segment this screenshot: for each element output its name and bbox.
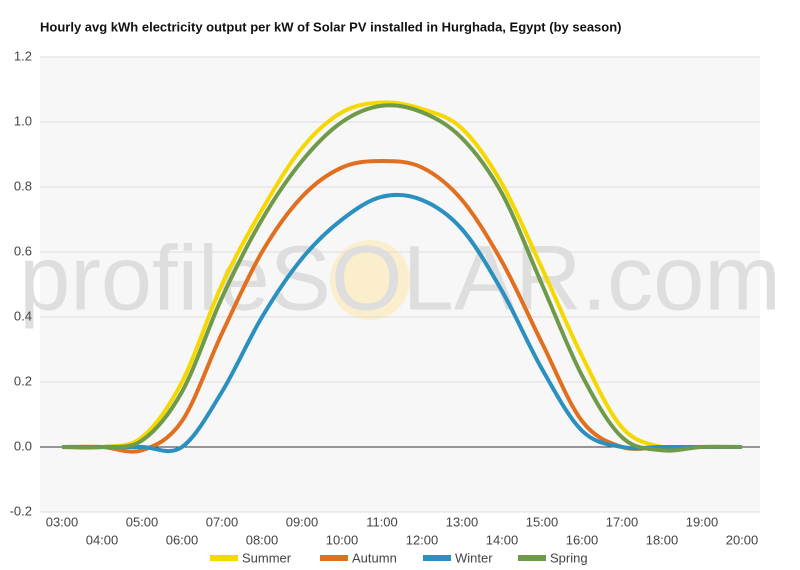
legend-swatch bbox=[518, 555, 546, 561]
legend-label: Autumn bbox=[352, 550, 397, 565]
legend-label: Winter bbox=[455, 550, 493, 565]
x-tick-label: 03:00 bbox=[46, 514, 79, 529]
x-tick-label: 16:00 bbox=[566, 532, 599, 547]
legend-swatch bbox=[210, 555, 238, 561]
y-tick-label: 1.0 bbox=[14, 113, 32, 128]
y-tick-label: 0.6 bbox=[14, 243, 32, 258]
x-tick-label: 04:00 bbox=[86, 532, 119, 547]
legend-label: Spring bbox=[550, 550, 588, 565]
watermark: profileSOLAR.com bbox=[19, 227, 781, 329]
x-tick-label: 13:00 bbox=[446, 514, 479, 529]
series-line bbox=[61, 103, 743, 453]
legend-swatch bbox=[423, 555, 451, 561]
x-tick-label: 06:00 bbox=[166, 532, 199, 547]
legend-swatch bbox=[320, 555, 348, 561]
x-tick-label: 07:00 bbox=[206, 514, 239, 529]
watermark-sun bbox=[330, 240, 410, 320]
series-line bbox=[61, 100, 742, 451]
legend-label: Summer bbox=[242, 550, 292, 565]
x-tick-label: 12:00 bbox=[406, 532, 439, 547]
x-tick-label: 18:00 bbox=[646, 532, 679, 547]
x-tick-label: 10:00 bbox=[326, 532, 359, 547]
x-tick-label: 09:00 bbox=[286, 514, 319, 529]
y-tick-label: 0.4 bbox=[14, 308, 32, 323]
x-tick-label: 14:00 bbox=[486, 532, 519, 547]
x-tick-label: 15:00 bbox=[526, 514, 559, 529]
y-tick-label: 0.2 bbox=[14, 373, 32, 388]
y-tick-label: -0.2 bbox=[10, 503, 32, 518]
y-tick-label: 0.8 bbox=[14, 178, 32, 193]
y-tick-label: 0.0 bbox=[14, 438, 32, 453]
x-tick-label: 05:00 bbox=[126, 514, 159, 529]
x-tick-label: 08:00 bbox=[246, 532, 279, 547]
x-tick-label: 20:00 bbox=[726, 532, 759, 547]
x-tick-label: 19:00 bbox=[686, 514, 719, 529]
chart-title: Hourly avg kWh electricity output per kW… bbox=[40, 19, 621, 34]
x-tick-label: 17:00 bbox=[606, 514, 639, 529]
y-tick-label: 1.2 bbox=[14, 48, 32, 63]
series-line bbox=[62, 192, 742, 454]
x-tick-label: 11:00 bbox=[366, 514, 398, 529]
